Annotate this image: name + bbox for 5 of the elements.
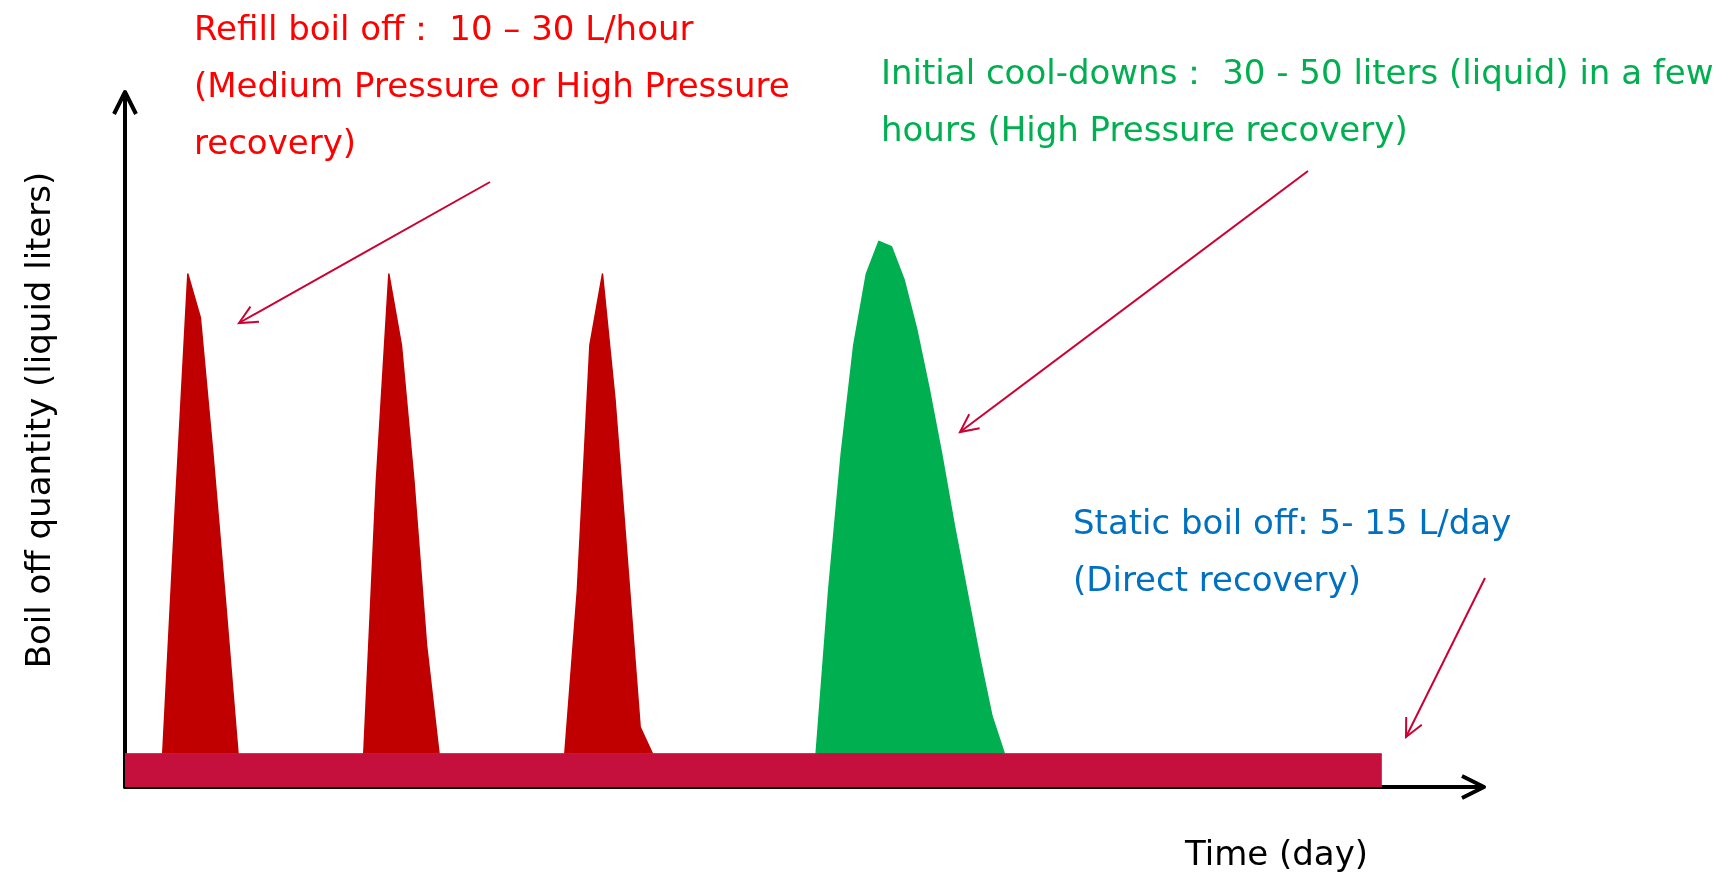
- x-axis-title: Time (day): [1185, 833, 1369, 873]
- y-axis-title: Boil off quantity (liquid liters): [18, 171, 58, 669]
- text: Initial cool-downs： 30 - 50 liters (liquid) in a few hours (High Pressure recovery): [881, 51, 1715, 151]
- text: Refill boil off： 10 – 30 L/hour (Medium Pressure or High Pressure recovery): [194, 7, 791, 164]
- annotation: Static boil off: 5- 15 L/day (Direct recovery): [1073, 501, 1513, 601]
